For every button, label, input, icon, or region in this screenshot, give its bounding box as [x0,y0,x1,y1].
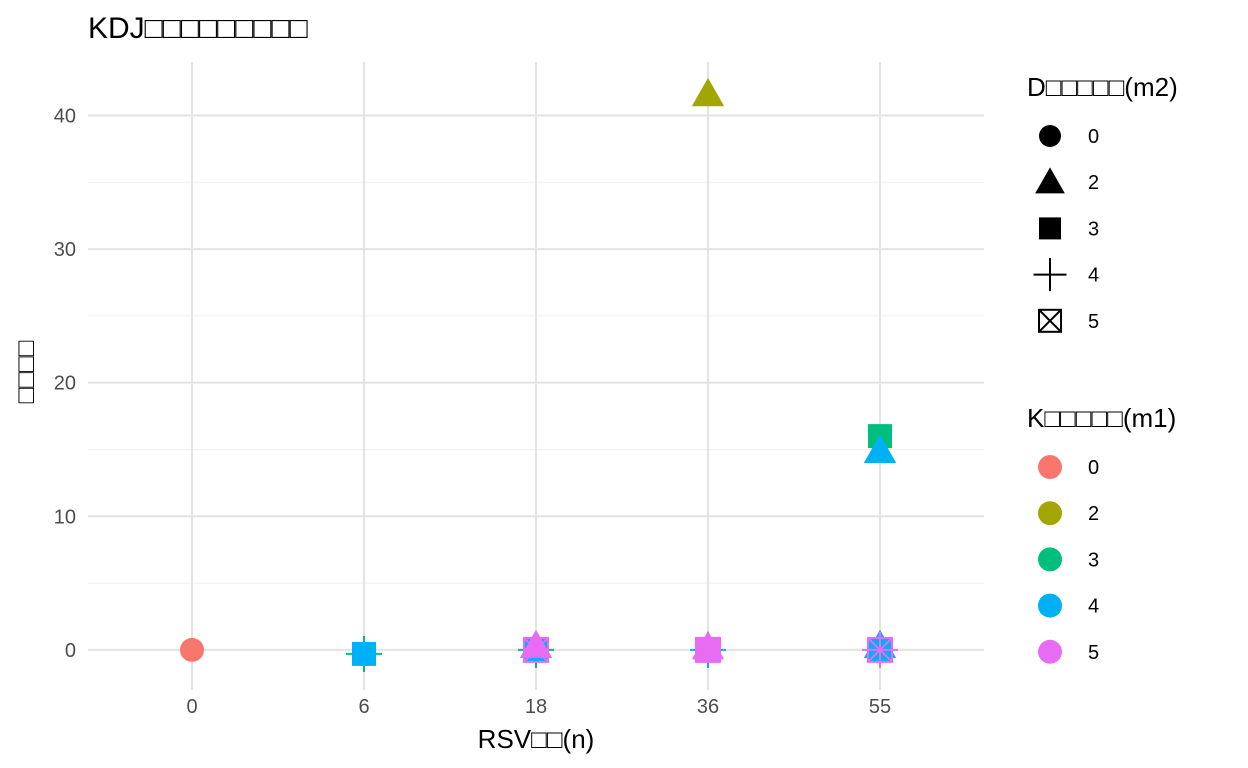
color-legend-title: K□□□□□(m1) [1027,403,1176,433]
color-legend-label: 2 [1088,503,1099,525]
grid-lines [88,62,984,690]
color-legend-items: 0 2 3 4 5 [1038,455,1099,664]
shape-legend-label: 5 [1088,311,1099,333]
data-point-55-5-5 [867,636,893,663]
legend-shape-circle [1039,125,1061,147]
data-point-18-5-2 [519,629,553,659]
chart-title: KDJ□□□□□□□□□ [88,12,309,45]
legend-color-swatch [1038,639,1062,664]
data-point-18-5-5 [523,636,549,663]
shape-legend-label: 4 [1088,265,1099,287]
shape-legend-label: 3 [1088,218,1099,240]
y-tick-label: 30 [54,239,76,261]
y-tick-label: 10 [54,506,76,528]
data-point-55-4-2 [863,434,897,463]
legend-color-swatch [1038,593,1062,618]
data-point-36-2-2 [691,77,725,107]
y-axis-title: □□□□ [10,340,40,403]
data-point-0-0-0 [180,637,204,662]
legend-color-swatch [1038,547,1062,572]
shape-legend-label: 0 [1088,126,1099,148]
color-legend-label: 3 [1088,549,1099,571]
x-tick-label: 36 [697,696,719,718]
x-tick-label: 18 [525,696,547,718]
axis-ticks: 0 10 20 30 40 0 6 18 36 55 [54,105,891,718]
legend-shape-triangle [1035,167,1065,194]
shape-legend: D□□□□□(m2) 0 2 3 4 5 [1027,72,1178,333]
color-legend: K□□□□□(m1) 0 2 3 4 5 [1027,403,1176,664]
x-tick-label: 6 [358,696,369,718]
data-points [180,77,898,672]
color-legend-label: 4 [1088,596,1099,618]
x-tick-label: 55 [869,696,891,718]
shape-legend-title: D□□□□□(m2) [1027,72,1178,102]
shape-legend-label: 2 [1088,172,1099,194]
x-axis-title: RSV□□(n) [478,724,595,754]
shape-legend-items: 0 2 3 4 5 [1033,125,1099,333]
legend-shape-square [1039,217,1061,240]
y-tick-label: 0 [65,640,76,662]
legend-color-swatch [1038,501,1062,526]
y-tick-label: 40 [54,105,76,127]
y-tick-label: 20 [54,373,76,395]
data-point-36-5-5 [695,636,721,663]
legend-color-swatch [1038,455,1062,479]
data-point-6-4-3 [352,641,376,666]
legend-shape-plus [1033,258,1067,292]
color-legend-label: 0 [1088,457,1099,479]
legend-shape-boxcross [1038,308,1062,333]
color-legend-label: 5 [1088,642,1099,664]
x-tick-label: 0 [186,696,197,718]
